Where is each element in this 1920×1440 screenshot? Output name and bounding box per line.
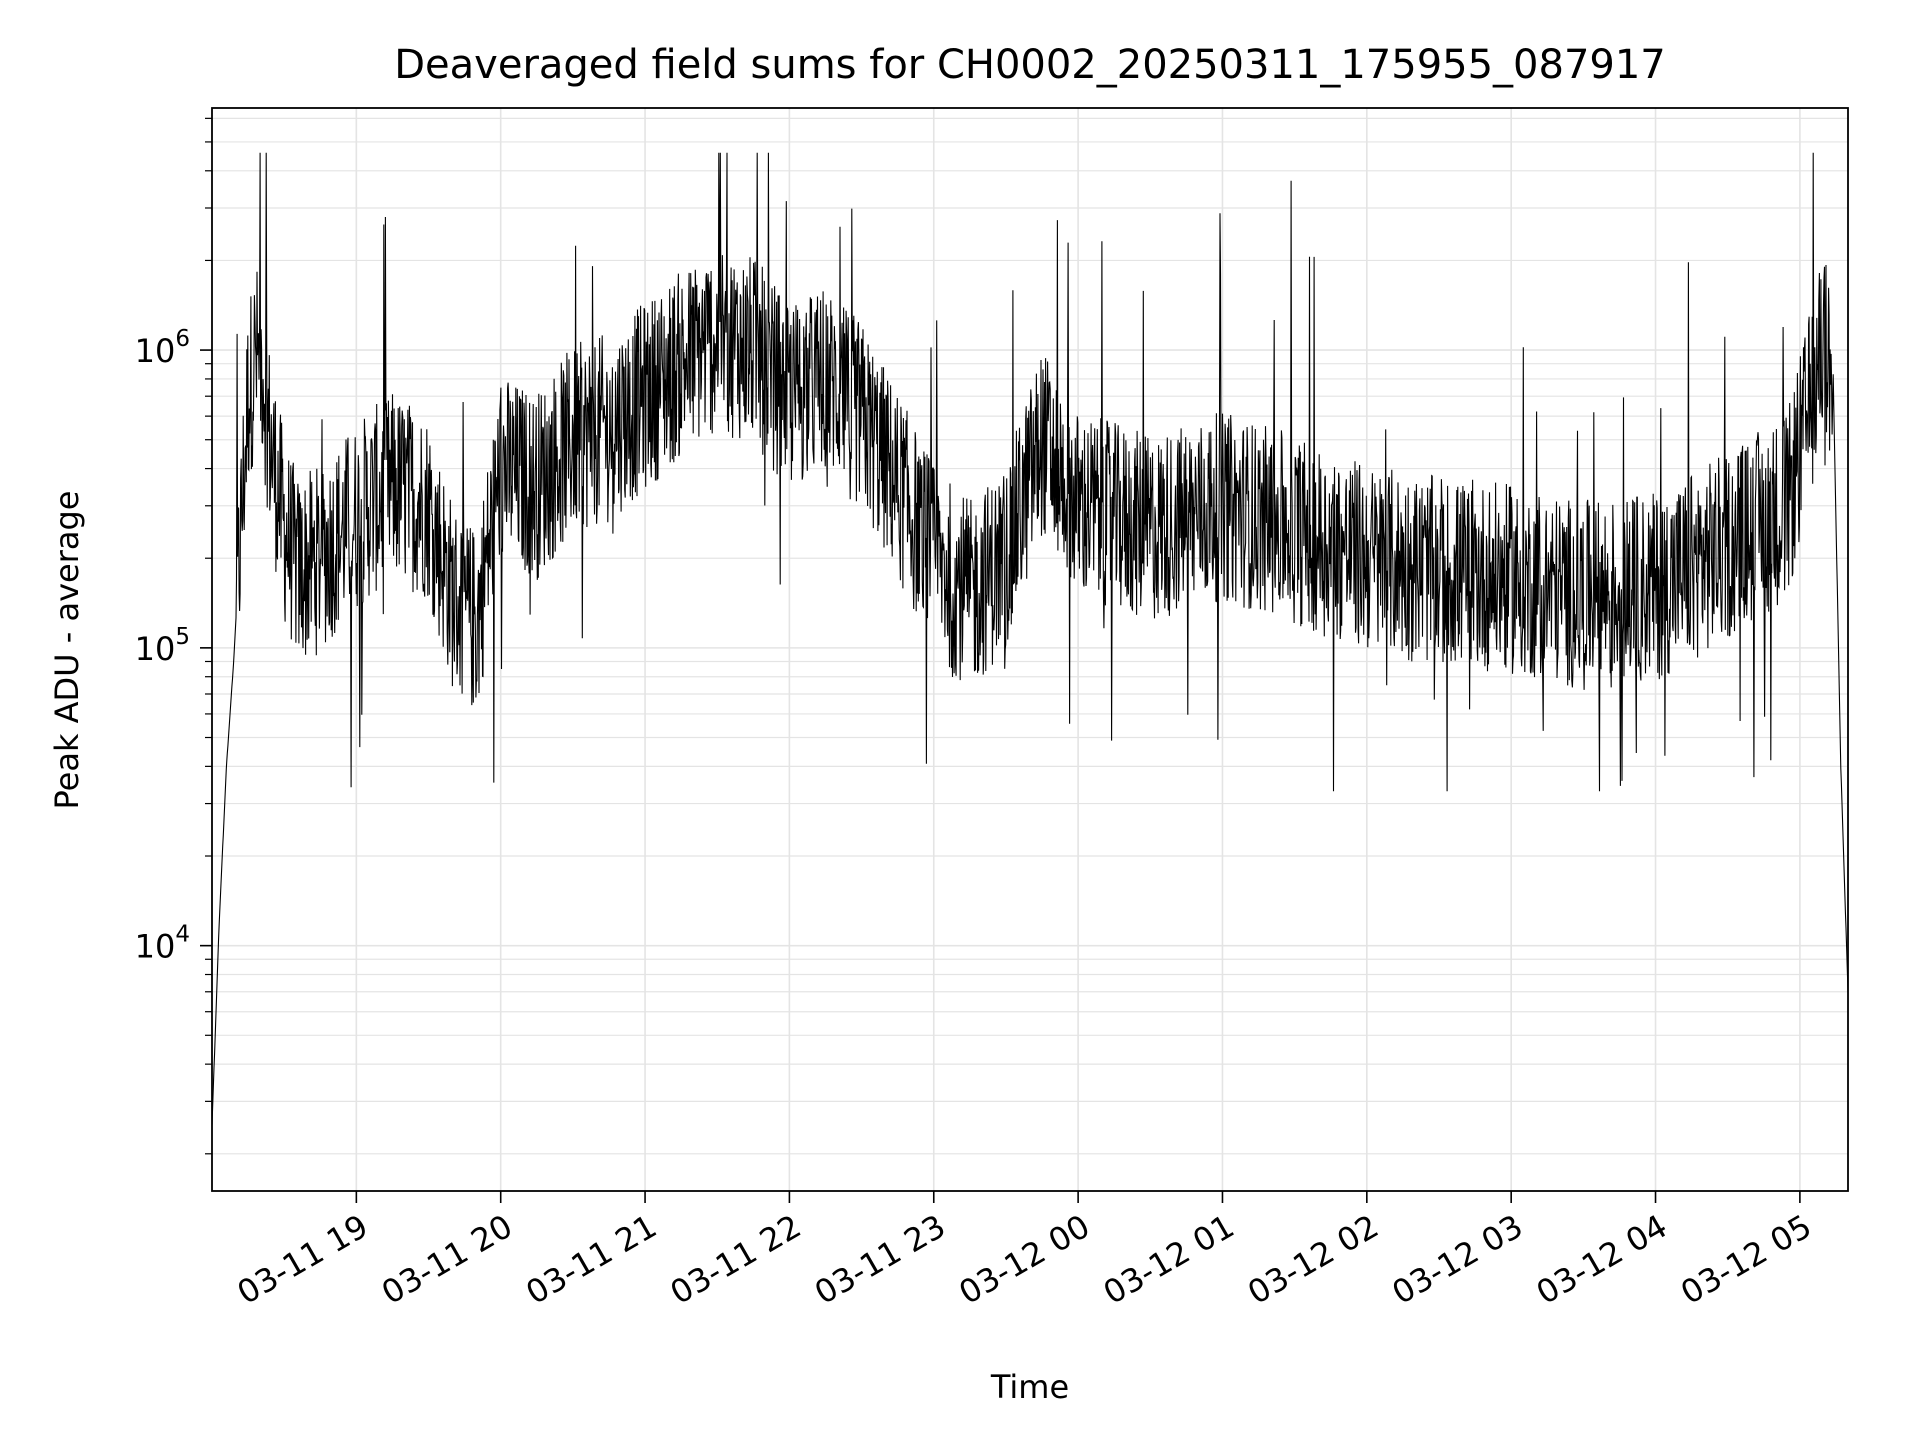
y-axis: 104 105 106 bbox=[135, 117, 212, 1155]
y-tick-label: 105 bbox=[135, 624, 190, 668]
plot-frame bbox=[211, 107, 1849, 1192]
chart-title: Deaveraged field sums for CH0002_2025031… bbox=[394, 42, 1666, 88]
y-axis-label: Peak ADU - average bbox=[48, 491, 86, 810]
y-tick-label: 106 bbox=[135, 326, 190, 370]
y-tick-label: 104 bbox=[135, 922, 190, 966]
series-line bbox=[212, 152, 1848, 1125]
x-axis-label: Time bbox=[990, 1368, 1069, 1406]
